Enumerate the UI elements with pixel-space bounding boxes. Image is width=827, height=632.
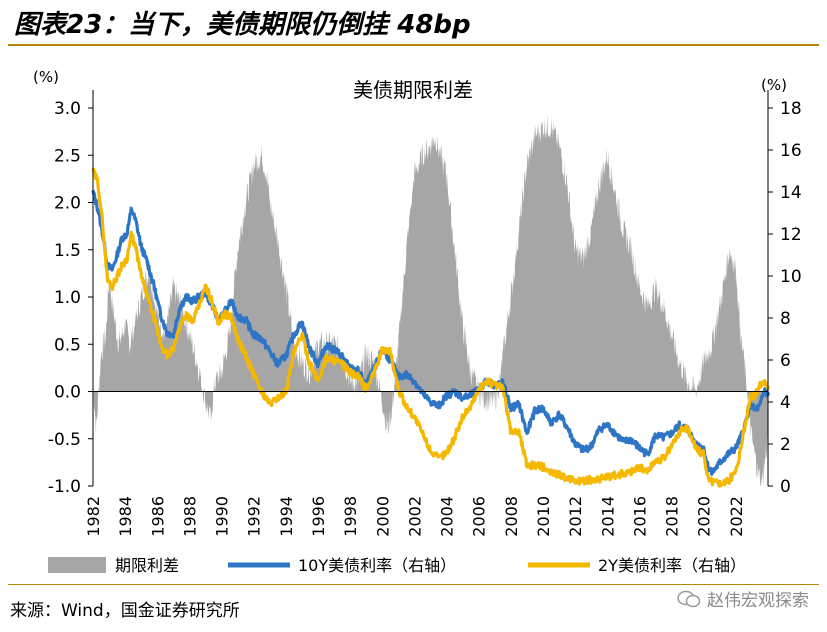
- watermark-text: 赵伟宏观探索: [707, 591, 809, 611]
- chart-title: 美债期限利差: [353, 78, 473, 102]
- x-tick-label: 1988: [180, 496, 199, 537]
- watermark: 赵伟宏观探索: [677, 586, 809, 611]
- x-tick-label: 2002: [405, 496, 424, 537]
- chart-svg: 美债期限利差 (%) (%) 3.0 2.5 2.0 1.5 1.0 0.5 0.0 -0.5…: [33, 68, 802, 575]
- left-tick-label: 1.5: [54, 241, 81, 261]
- x-tick-label: 1986: [148, 496, 167, 537]
- spread-area: [93, 114, 768, 487]
- plot-area: [91, 114, 770, 488]
- left-tick-label: 1.0: [54, 288, 81, 308]
- x-tick-label: 1984: [116, 496, 135, 537]
- right-tick-label: 6: [780, 351, 791, 371]
- title-divider: [8, 44, 819, 46]
- x-tick-label: 2014: [598, 496, 617, 537]
- source-note: 来源：Wind，国金证券研究所: [10, 601, 240, 621]
- legend-label-spread: 期限利差: [115, 556, 179, 575]
- x-tick-label: 2006: [470, 496, 489, 537]
- left-tick-label: 0.5: [54, 335, 81, 355]
- x-tick-label: 2010: [534, 496, 553, 537]
- x-tick-label: 1992: [245, 496, 264, 537]
- right-tick-label: 18: [780, 99, 802, 119]
- x-tick-label: 1982: [84, 496, 103, 537]
- x-tick-label: 2016: [630, 496, 649, 537]
- left-tick-label: 3.0: [54, 99, 81, 119]
- legend: 期限利差 10Y美债利率（右轴） 2Y美债利率（右轴）: [48, 556, 746, 575]
- x-tick-label: 2022: [727, 496, 746, 537]
- left-tick-label: 2.0: [54, 194, 81, 214]
- left-tick-label: -1.0: [48, 477, 81, 497]
- right-tick-label: 2: [780, 435, 791, 455]
- legend-label-2y: 2Y美债利率（右轴）: [598, 556, 746, 575]
- wechat-icon: [677, 590, 701, 607]
- right-tick-label: 8: [780, 309, 791, 329]
- left-axis-unit: (%): [33, 68, 59, 86]
- x-tick-label: 2008: [502, 496, 521, 537]
- x-tick-label: 1998: [341, 496, 360, 537]
- right-tick-label: 14: [780, 183, 802, 203]
- left-tick-label: 0.0: [54, 383, 81, 403]
- right-tick-label: 0: [780, 477, 791, 497]
- legend-label-10y: 10Y美债利率（右轴）: [298, 556, 456, 575]
- x-tick-label: 1996: [309, 496, 328, 537]
- x-tick-label: 2012: [566, 496, 585, 537]
- series-2y-line: [91, 167, 770, 488]
- x-tick-label: 2004: [438, 496, 457, 537]
- legend-swatch-spread: [48, 557, 106, 573]
- right-tick-label: 12: [780, 225, 802, 245]
- x-tick-label: 2020: [695, 496, 714, 537]
- figure-title: 图表23：当下，美债期限仍倒挂 48bp: [14, 10, 471, 40]
- left-tick-label: 2.5: [54, 146, 81, 166]
- x-tick-label: 1990: [213, 496, 232, 537]
- x-tick-label: 2018: [663, 496, 682, 537]
- axes: 3.0 2.5 2.0 1.5 1.0 0.5 0.0 -0.5 -1.0 18 16 14 12 10 8…: [48, 90, 802, 537]
- source-divider: [8, 584, 819, 585]
- right-tick-label: 16: [780, 141, 802, 161]
- right-tick-label: 4: [780, 393, 791, 413]
- x-tick-label: 1994: [277, 496, 296, 537]
- right-axis-unit: (%): [761, 76, 787, 94]
- right-tick-label: 10: [780, 267, 802, 287]
- left-tick-label: -0.5: [48, 430, 81, 450]
- x-tick-label: 2000: [373, 496, 392, 537]
